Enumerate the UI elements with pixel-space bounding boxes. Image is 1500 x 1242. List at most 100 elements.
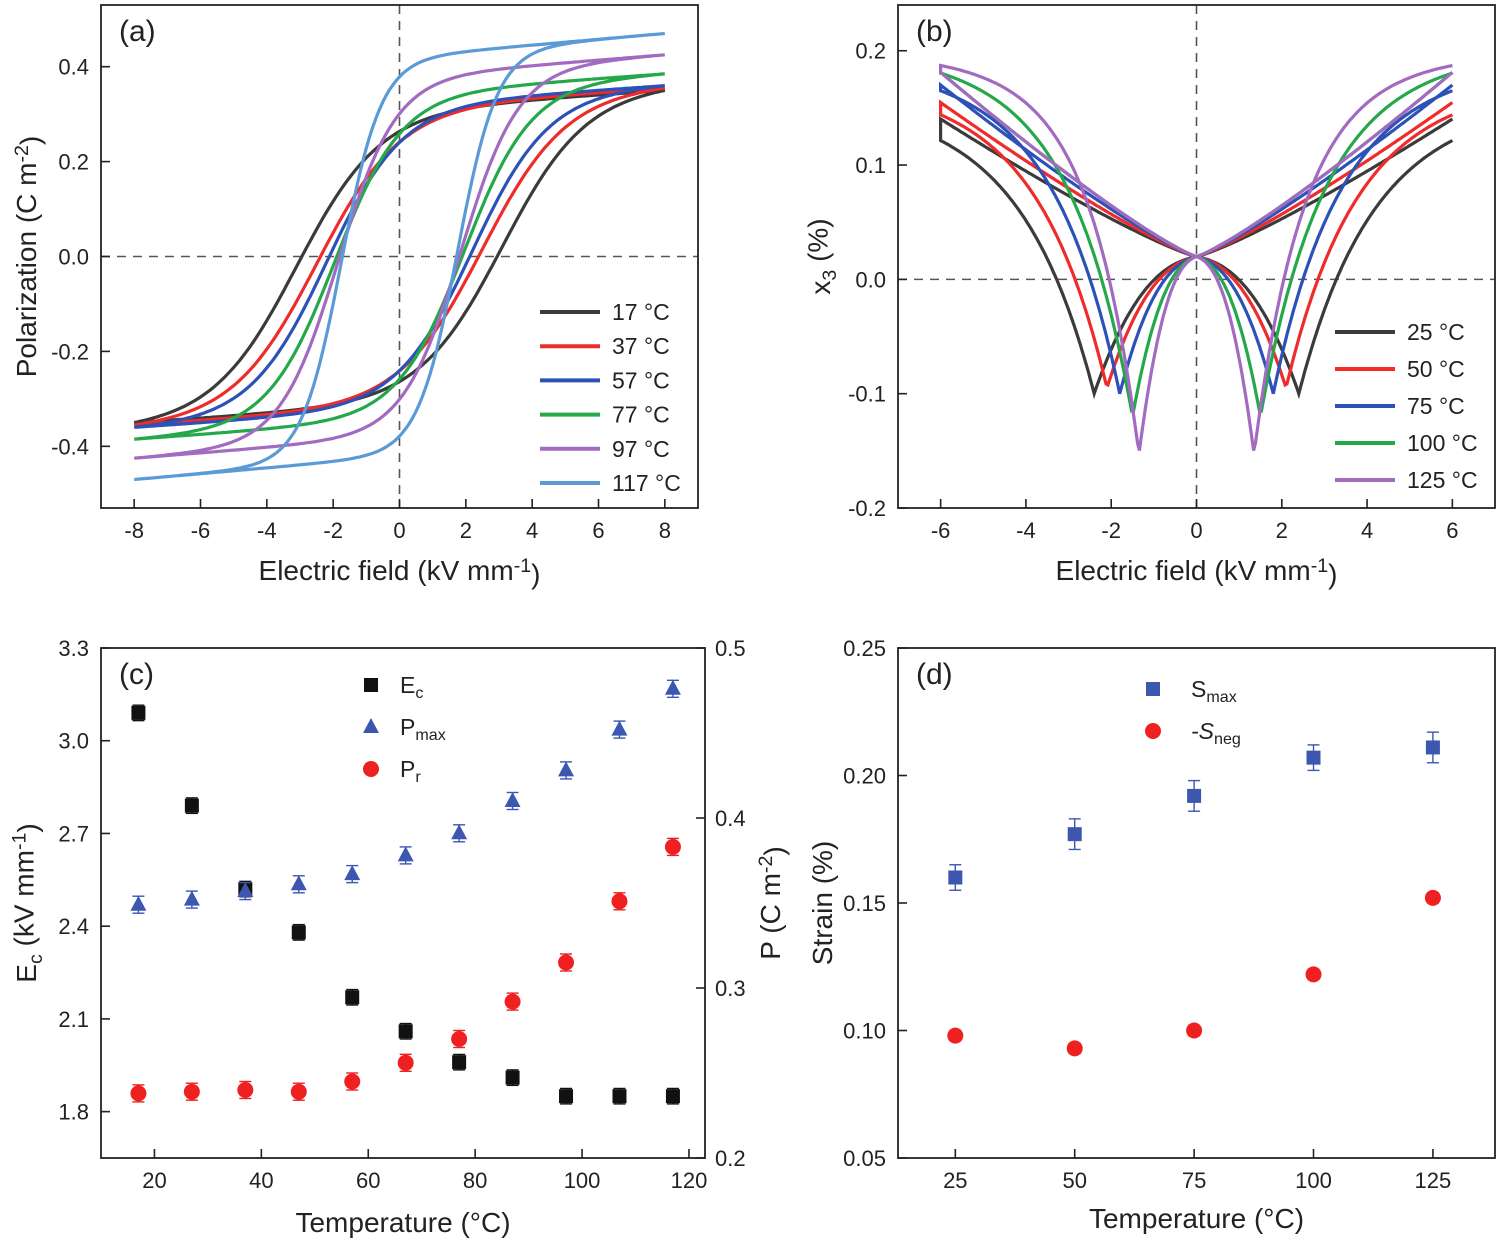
c-legend-marker [363,761,379,777]
c-legend-label: Pmax [400,714,446,744]
d-point-neg [1305,966,1322,983]
2-xtick-label: 60 [356,1168,380,1193]
1-xtick-label: 0 [1190,518,1202,543]
3-ytick-label: 0.05 [843,1146,886,1171]
c-point-max [183,890,200,906]
c-point-r [130,1085,147,1102]
d-legend-marker [1146,682,1160,696]
c-point-r [664,838,681,855]
2-ytick-label: 2.1 [58,1007,89,1032]
b-x-axis-label: Electric field (kV mm-1) [1056,555,1338,589]
2-xtick-label: 20 [142,1168,166,1193]
3-ytick-label: 0.25 [843,636,886,661]
2-ytick-label: 2.7 [58,821,89,846]
c-point-r [397,1054,414,1071]
0-xtick-label: -6 [191,518,211,543]
2-xtick-label: 40 [249,1168,273,1193]
b-series-line-75C [939,81,1454,395]
0-xtick-label: 4 [526,518,538,543]
d-point-max [1187,788,1202,803]
2-y2tick-label: 0.4 [715,806,746,831]
c-y2-axis-label: P (C m-2) [755,846,789,959]
a-series-line-97C [134,53,665,460]
1-ytick-label: 0.2 [855,39,886,64]
d-legend-label: -Sneg [1191,718,1241,748]
d-point-max [1425,740,1440,755]
1-xtick-label: 6 [1446,518,1458,543]
d-point-max [948,870,963,885]
a-legend-label: 17 °C [612,299,670,325]
a-series-line-117C [134,31,665,482]
d-point-neg [1066,1040,1083,1057]
2-xtick-label: 80 [463,1168,487,1193]
1-xtick-label: 4 [1361,518,1373,543]
2-ytick-label: 2.4 [58,914,89,939]
c-point-r [558,954,575,971]
d-point-max [1067,827,1082,842]
b-series-line-25C [939,116,1454,400]
d-point-max [1306,750,1321,765]
d-x-axis-label: Temperature (°C) [1089,1203,1304,1234]
c-point-max [451,824,468,840]
2-xtick-label: 120 [671,1168,708,1193]
a-legend-label: 57 °C [612,367,670,393]
0-xtick-label: 0 [393,518,405,543]
1-ytick-label: -0.2 [848,496,886,521]
b-legend-label: 125 °C [1407,467,1478,493]
3-xtick-label: 125 [1415,1168,1452,1193]
3-ytick-label: 0.20 [843,764,886,789]
c-point-c [131,705,146,720]
2-y2tick-label: 0.3 [715,976,746,1001]
2-ytick-label: 3.3 [58,636,89,661]
3-ytick-label: 0.15 [843,891,886,916]
c-point-r [344,1073,361,1090]
b-series-line-50C [939,99,1454,388]
a-legend-label: 37 °C [612,333,670,359]
0-ytick-label: 0.0 [58,245,89,270]
panel-label-b: (b) [916,15,953,48]
c-point-c [559,1089,574,1104]
1-ytick-label: 0.0 [855,267,886,292]
2-ytick-label: 3.0 [58,729,89,754]
c-point-r [290,1083,307,1100]
0-xtick-label: -4 [257,518,277,543]
a-legend-label: 117 °C [612,470,681,496]
3-xtick-label: 100 [1295,1168,1332,1193]
3-xtick-label: 50 [1062,1168,1086,1193]
c-point-c [505,1070,520,1085]
c-point-max [611,720,628,736]
c-point-r [611,893,628,910]
c-x-axis-label: Temperature (°C) [295,1207,510,1238]
a-series-line-37C [133,86,666,427]
c-point-max [130,895,147,911]
0-xtick-label: 2 [460,518,472,543]
a-y-axis-label: Polarization (C m-2) [11,136,45,378]
1-ytick-label: -0.1 [848,382,886,407]
c-point-max [237,882,254,898]
c-point-c [345,990,360,1005]
a-legend-label: 97 °C [612,436,670,462]
c-point-c [612,1089,627,1104]
d-point-neg [1186,1022,1203,1039]
c-point-c [665,1089,680,1104]
b-y-axis-label: x3 (%) [802,218,840,294]
a-series-line-57C [134,84,665,429]
d-point-neg [947,1027,964,1044]
c-point-r [237,1082,254,1098]
c-point-c [452,1055,467,1070]
c-point-max [290,875,307,891]
d-legend-label: Smax [1191,676,1237,706]
0-xtick-label: 6 [592,518,604,543]
0-xtick-label: -2 [323,518,343,543]
1-xtick-label: -2 [1101,518,1121,543]
b-series-line-125C [939,63,1454,451]
a-x-axis-label: Electric field (kV mm-1) [259,555,541,589]
c-legend-marker [363,718,379,733]
c-point-r [183,1083,200,1100]
0-xtick-label: 8 [659,518,671,543]
b-legend-label: 25 °C [1407,319,1465,345]
a-series-line-77C [134,72,665,441]
d-point-neg [1424,889,1441,906]
c-point-c [184,798,199,813]
